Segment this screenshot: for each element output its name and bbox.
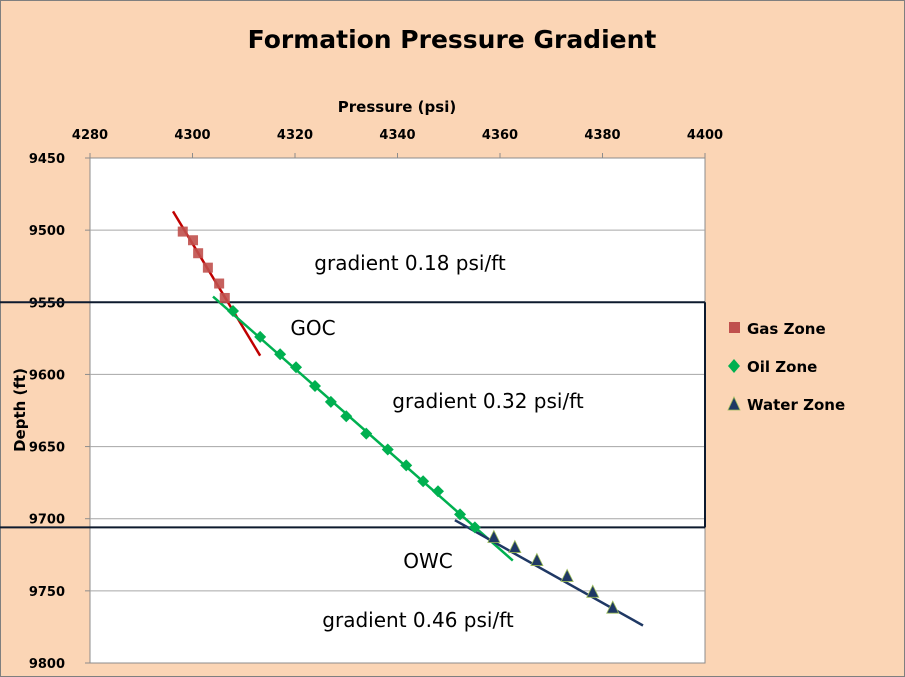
oil-zone-point [274, 348, 287, 361]
legend-water-marker [727, 396, 741, 411]
legend-water-label: Water Zone [747, 396, 845, 414]
oil-zone-point [254, 330, 267, 343]
water-zone-point [530, 552, 544, 566]
y-tick-label: 9750 [29, 585, 65, 600]
y-tick-label: 9700 [29, 513, 65, 528]
oil-zone-point [468, 521, 481, 534]
x-tick-label: 4360 [482, 128, 518, 143]
oil-zone-point [431, 485, 444, 498]
water-zone-point [508, 539, 522, 553]
oil-zone-point [360, 427, 373, 440]
oil-zone-point [226, 304, 239, 317]
x-tick-label: 4340 [379, 128, 415, 143]
gas-zone-point [214, 278, 225, 289]
chart-title: Formation Pressure Gradient [248, 25, 657, 54]
legend-gas-label: Gas Zone [747, 320, 826, 338]
legend: Gas Zone Oil Zone Water Zone [727, 320, 845, 414]
oil-zone-point [340, 410, 353, 423]
water-zone-point [606, 600, 620, 614]
legend-oil-label: Oil Zone [747, 358, 817, 376]
x-axis-label: Pressure (psi) [338, 98, 456, 116]
gas-zone-point [188, 235, 199, 246]
y-axis-label: Depth (ft) [11, 368, 29, 452]
oil-zone-point [290, 361, 303, 374]
x-tick-label: 4280 [72, 128, 108, 143]
gas-zone-point [177, 226, 188, 237]
x-tick-label: 4300 [174, 128, 210, 143]
gas-zone-point [202, 262, 213, 273]
owc-label: OWC [403, 549, 452, 573]
legend-gas-marker [729, 322, 740, 333]
gas-gradient-label: gradient 0.18 psi/ft [314, 251, 506, 275]
oil-zone-point [400, 459, 413, 472]
water-gradient-label: gradient 0.46 psi/ft [322, 608, 514, 632]
y-tick-label: 9550 [29, 296, 65, 311]
oil-gradient-label: gradient 0.32 psi/ft [392, 389, 584, 413]
oil-zone-point [324, 395, 337, 408]
goc-label: GOC [290, 316, 335, 340]
gas-zone-point [219, 292, 230, 303]
water-zone-point [586, 584, 600, 598]
y-tick-label: 9800 [29, 657, 65, 672]
x-tick-label: 4400 [687, 128, 723, 143]
x-tick-label: 4380 [584, 128, 620, 143]
oil-zone-point [417, 475, 430, 488]
water-zone-point [560, 568, 574, 582]
y-tick-label: 9600 [29, 368, 65, 383]
y-tick-label: 9500 [29, 224, 65, 239]
y-tick-label: 9450 [29, 152, 65, 167]
y-tick-label: 9650 [29, 441, 65, 456]
water-zone-point [487, 529, 501, 543]
oil-zone-point [308, 379, 321, 392]
oil-zone-point [381, 443, 394, 456]
legend-oil-marker [728, 359, 740, 373]
x-tick-label: 4320 [277, 128, 313, 143]
oil-zone-point [454, 508, 467, 521]
gas-zone-point [193, 248, 204, 259]
